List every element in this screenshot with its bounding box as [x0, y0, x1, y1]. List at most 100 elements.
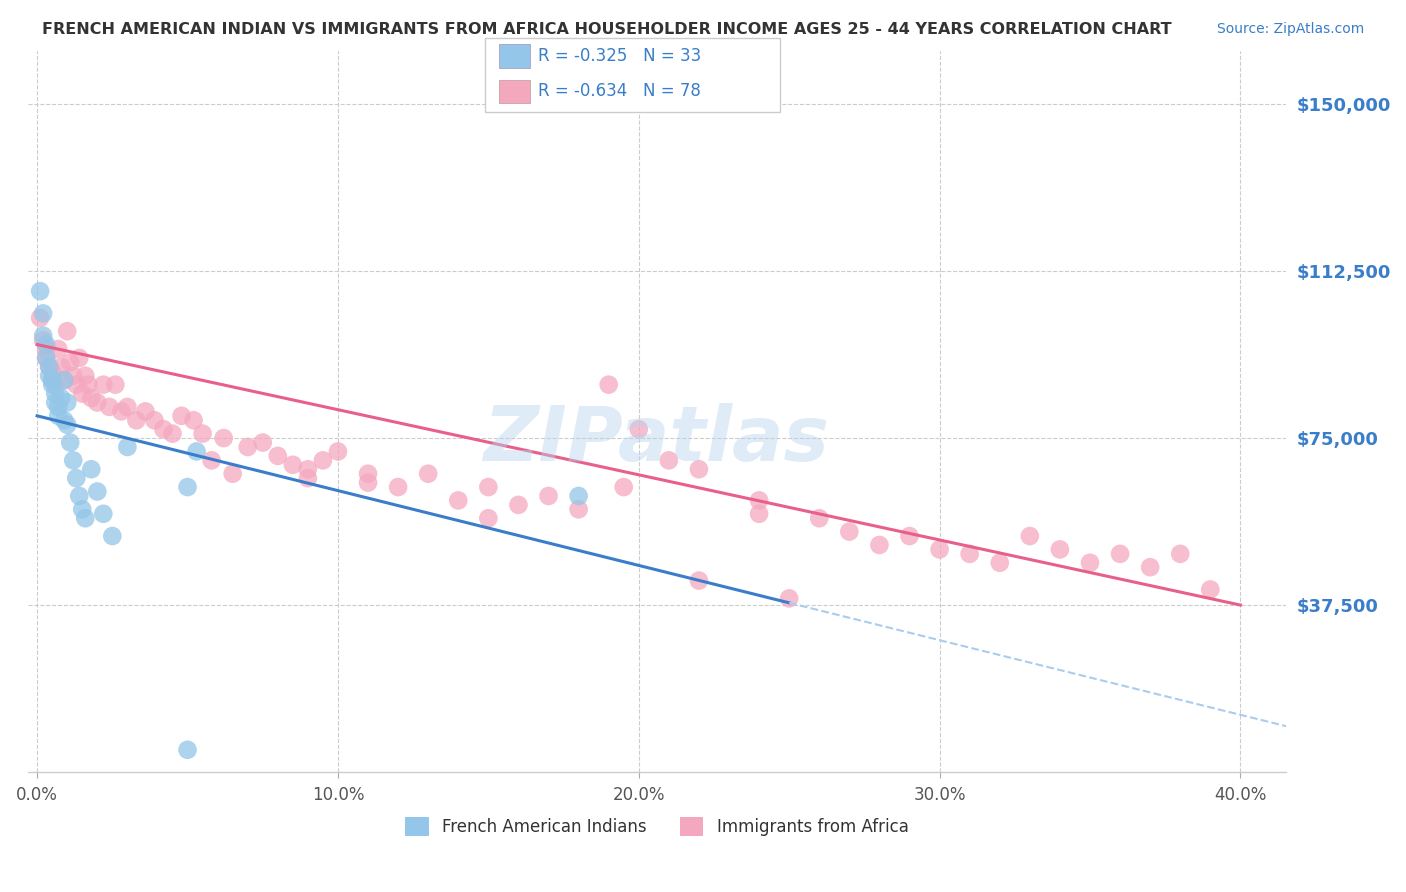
Point	[143, 413, 166, 427]
Point	[357, 467, 380, 481]
Point	[537, 489, 560, 503]
Point	[65, 377, 87, 392]
Point	[75, 511, 97, 525]
Point	[988, 556, 1011, 570]
Point	[297, 471, 319, 485]
Point	[212, 431, 235, 445]
Point	[191, 426, 214, 441]
Point	[176, 480, 198, 494]
Point	[297, 462, 319, 476]
Point	[418, 467, 440, 481]
Point	[41, 377, 63, 392]
Point	[1049, 542, 1071, 557]
Point	[72, 386, 94, 401]
Point	[627, 422, 650, 436]
Point	[447, 493, 470, 508]
Point	[80, 462, 103, 476]
Point	[44, 395, 66, 409]
Point	[86, 395, 108, 409]
Point	[201, 453, 224, 467]
Point	[110, 404, 132, 418]
Point	[236, 440, 259, 454]
Point	[688, 462, 710, 476]
Point	[267, 449, 290, 463]
Point	[53, 373, 76, 387]
Point	[77, 377, 100, 392]
Point	[51, 359, 73, 374]
Point	[41, 373, 63, 387]
Point	[152, 422, 174, 436]
Point	[53, 413, 76, 427]
Point	[221, 467, 243, 481]
Point	[56, 324, 79, 338]
Point	[868, 538, 890, 552]
Point	[357, 475, 380, 490]
Point	[32, 306, 55, 320]
Point	[1109, 547, 1132, 561]
Point	[778, 591, 800, 606]
Point	[101, 529, 124, 543]
Point	[30, 310, 52, 325]
Legend: French American Indians, Immigrants from Africa: French American Indians, Immigrants from…	[405, 816, 908, 836]
Point	[598, 377, 620, 392]
Point	[125, 413, 148, 427]
Point	[80, 391, 103, 405]
Point	[53, 373, 76, 387]
Point	[75, 368, 97, 383]
Point	[162, 426, 184, 441]
Point	[898, 529, 921, 543]
Point	[35, 342, 58, 356]
Point	[86, 484, 108, 499]
Point	[117, 440, 139, 454]
Point	[568, 489, 591, 503]
Point	[170, 409, 193, 423]
Point	[326, 444, 349, 458]
Point	[30, 284, 52, 298]
Point	[59, 355, 82, 369]
Point	[56, 417, 79, 432]
Point	[959, 547, 981, 561]
Point	[62, 368, 84, 383]
Point	[41, 364, 63, 378]
Point	[38, 368, 60, 383]
Point	[1199, 582, 1222, 597]
Point	[176, 743, 198, 757]
Point	[35, 351, 58, 365]
Point	[44, 377, 66, 392]
Point	[568, 502, 591, 516]
Point	[477, 480, 499, 494]
Point	[387, 480, 409, 494]
Point	[72, 502, 94, 516]
Point	[51, 391, 73, 405]
Point	[56, 395, 79, 409]
Point	[658, 453, 681, 467]
Point	[748, 507, 770, 521]
Point	[32, 333, 55, 347]
Point	[1078, 556, 1101, 570]
Point	[98, 400, 121, 414]
Point	[91, 507, 114, 521]
Point	[186, 444, 208, 458]
Point	[838, 524, 860, 539]
Point	[928, 542, 950, 557]
Text: R = -0.325   N = 33: R = -0.325 N = 33	[538, 47, 702, 65]
Text: FRENCH AMERICAN INDIAN VS IMMIGRANTS FROM AFRICA HOUSEHOLDER INCOME AGES 25 - 44: FRENCH AMERICAN INDIAN VS IMMIGRANTS FRO…	[42, 22, 1171, 37]
Point	[281, 458, 304, 472]
Point	[38, 359, 60, 374]
Point	[1018, 529, 1040, 543]
Point	[252, 435, 274, 450]
Point	[46, 409, 69, 423]
Point	[46, 400, 69, 414]
Point	[38, 359, 60, 374]
Text: R = -0.634   N = 78: R = -0.634 N = 78	[538, 82, 702, 100]
Text: ZIPatlas: ZIPatlas	[484, 403, 830, 477]
Point	[508, 498, 530, 512]
Point	[183, 413, 205, 427]
Text: Source: ZipAtlas.com: Source: ZipAtlas.com	[1216, 22, 1364, 37]
Point	[67, 489, 90, 503]
Point	[35, 337, 58, 351]
Point	[44, 386, 66, 401]
Point	[32, 328, 55, 343]
Point	[46, 342, 69, 356]
Point	[65, 471, 87, 485]
